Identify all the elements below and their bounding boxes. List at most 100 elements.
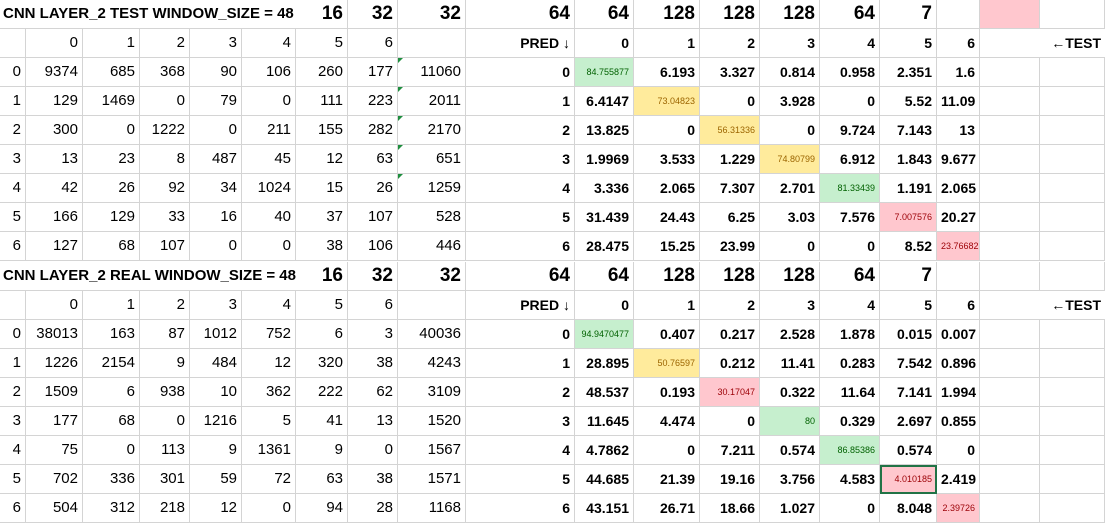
percent-cell[interactable]: 0 [820, 232, 880, 261]
count-cell[interactable]: 1012 [190, 320, 242, 349]
pred-row-label[interactable]: 1 [466, 87, 575, 116]
count-cell[interactable]: 10 [190, 378, 242, 407]
percent-cell[interactable]: 0.007 [937, 320, 980, 349]
pred-row-label[interactable]: 0 [466, 58, 575, 87]
count-cell[interactable]: 26 [348, 174, 398, 203]
count-cell[interactable]: 1509 [26, 378, 83, 407]
percent-cell[interactable]: 0.322 [760, 378, 820, 407]
empty-cell[interactable] [980, 116, 1040, 145]
percent-cell[interactable]: 7.576 [820, 203, 880, 232]
empty-cell[interactable] [1040, 349, 1105, 378]
layer-size-cell[interactable]: 64 [820, 0, 880, 29]
percent-cell[interactable]: 6.193 [634, 58, 700, 87]
count-cell[interactable]: 37 [296, 203, 348, 232]
row-label[interactable]: 0 [0, 320, 26, 349]
row-label[interactable]: 5 [0, 203, 26, 232]
percent-cell[interactable]: 26.71 [634, 494, 700, 523]
count-cell[interactable]: 9 [296, 436, 348, 465]
pred-row-label[interactable]: 1 [466, 349, 575, 378]
percent-cell[interactable]: 3.928 [760, 87, 820, 116]
empty-cell[interactable] [980, 407, 1040, 436]
percent-cell[interactable]: 84.755877 [575, 58, 634, 87]
count-cell[interactable]: 33 [140, 203, 190, 232]
empty-cell[interactable] [398, 291, 466, 320]
percent-cell[interactable]: 4.7862 [575, 436, 634, 465]
percent-cell[interactable]: 3.336 [575, 174, 634, 203]
column-index-cell[interactable]: 0 [26, 29, 83, 58]
count-cell[interactable]: 0 [242, 232, 296, 261]
count-cell[interactable]: 111 [296, 87, 348, 116]
percent-cell[interactable]: 11.09 [937, 87, 980, 116]
percent-cell[interactable]: 21.39 [634, 465, 700, 494]
column-index-cell[interactable]: 2 [140, 29, 190, 58]
empty-cell[interactable] [1040, 58, 1105, 87]
percent-cell[interactable]: 4.583 [820, 465, 880, 494]
block-title[interactable]: CNN LAYER_2 TEST WINDOW_SIZE = 48 [0, 0, 296, 29]
test-axis-label[interactable]: ←TEST [980, 29, 1105, 58]
layer-size-cell[interactable]: 7 [880, 0, 937, 29]
count-cell[interactable]: 300 [26, 116, 83, 145]
count-cell[interactable]: 0 [242, 87, 296, 116]
percent-cell[interactable]: 0.212 [700, 349, 760, 378]
percent-cell[interactable]: 2.065 [937, 174, 980, 203]
count-cell[interactable]: 163 [83, 320, 140, 349]
percent-cell[interactable]: 6.25 [700, 203, 760, 232]
count-cell[interactable]: 106 [242, 58, 296, 87]
empty-cell[interactable] [980, 378, 1040, 407]
count-cell[interactable]: 34 [190, 174, 242, 203]
empty-cell[interactable] [980, 232, 1040, 261]
count-cell[interactable]: 9 [190, 436, 242, 465]
empty-cell[interactable] [980, 87, 1040, 116]
row-total-cell[interactable]: 1567 [398, 436, 466, 465]
layer-size-cell[interactable]: 64 [575, 262, 634, 291]
pred-row-label[interactable]: 6 [466, 494, 575, 523]
count-cell[interactable]: 1216 [190, 407, 242, 436]
count-cell[interactable]: 0 [190, 232, 242, 261]
percent-cell[interactable]: 2.39726 [937, 494, 980, 523]
count-cell[interactable]: 129 [26, 87, 83, 116]
percent-cell[interactable]: 7.542 [880, 349, 937, 378]
count-cell[interactable]: 260 [296, 58, 348, 87]
row-total-cell[interactable]: 11060 [398, 58, 466, 87]
layer-size-cell[interactable]: 64 [466, 262, 575, 291]
count-cell[interactable]: 1024 [242, 174, 296, 203]
empty-cell[interactable] [1040, 378, 1105, 407]
percent-cell[interactable]: 2.351 [880, 58, 937, 87]
row-total-cell[interactable]: 2011 [398, 87, 466, 116]
count-cell[interactable]: 368 [140, 58, 190, 87]
count-cell[interactable]: 94 [296, 494, 348, 523]
layer-size-cell[interactable]: 128 [634, 262, 700, 291]
block-title[interactable]: CNN LAYER_2 REAL WINDOW_SIZE = 48 [0, 262, 296, 291]
pred-row-label[interactable]: 3 [466, 145, 575, 174]
layer-size-cell[interactable]: 128 [700, 0, 760, 29]
empty-cell[interactable] [1040, 262, 1105, 291]
column-index-cell[interactable]: 4 [242, 291, 296, 320]
percent-cell[interactable]: 48.537 [575, 378, 634, 407]
empty-cell[interactable] [980, 145, 1040, 174]
percent-cell[interactable]: 23.76682 [937, 232, 980, 261]
count-cell[interactable]: 8 [140, 145, 190, 174]
empty-cell[interactable] [1040, 87, 1105, 116]
row-total-cell[interactable]: 651 [398, 145, 466, 174]
count-cell[interactable]: 41 [296, 407, 348, 436]
percent-cell[interactable]: 0.329 [820, 407, 880, 436]
percent-cell[interactable]: 0.574 [760, 436, 820, 465]
count-cell[interactable]: 68 [83, 407, 140, 436]
count-cell[interactable]: 6 [296, 320, 348, 349]
count-cell[interactable]: 15 [296, 174, 348, 203]
count-cell[interactable]: 0 [140, 407, 190, 436]
empty-cell[interactable] [1040, 320, 1105, 349]
pred-row-label[interactable]: 2 [466, 378, 575, 407]
layer-size-cell[interactable]: 7 [880, 262, 937, 291]
empty-cell[interactable] [937, 0, 980, 29]
percent-cell[interactable]: 9.677 [937, 145, 980, 174]
percent-cell[interactable]: 0 [760, 232, 820, 261]
percent-cell[interactable]: 0 [634, 436, 700, 465]
count-cell[interactable]: 166 [26, 203, 83, 232]
percent-column-label[interactable]: 4 [820, 29, 880, 58]
count-cell[interactable]: 362 [242, 378, 296, 407]
row-label[interactable]: 0 [0, 58, 26, 87]
percent-cell[interactable]: 0 [937, 436, 980, 465]
percent-cell[interactable]: 2.697 [880, 407, 937, 436]
count-cell[interactable]: 702 [26, 465, 83, 494]
